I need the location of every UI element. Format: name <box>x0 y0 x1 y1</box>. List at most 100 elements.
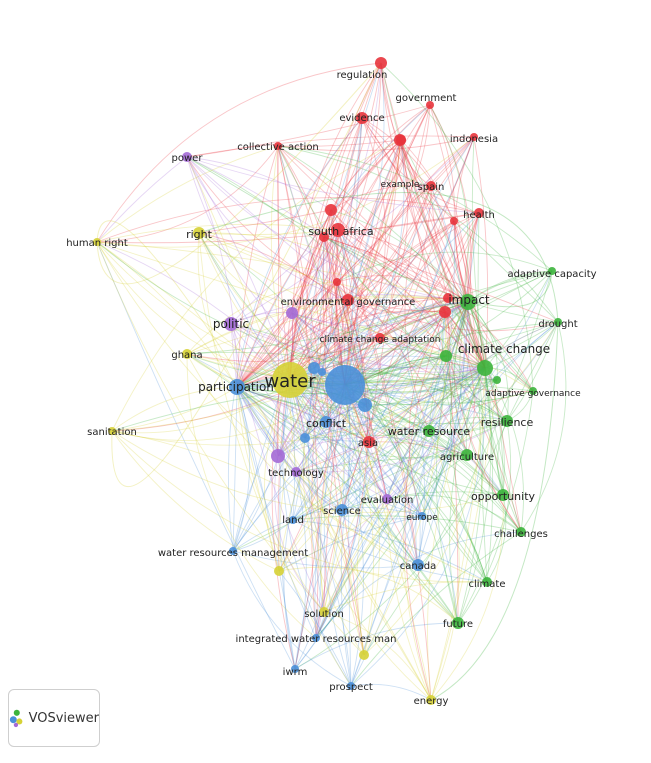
node-unlabeled[interactable] <box>319 232 329 242</box>
node-adaptive-capacity[interactable] <box>548 267 556 275</box>
term-label-right[interactable]: right <box>186 228 213 241</box>
node-future[interactable] <box>452 617 464 629</box>
node-participation[interactable] <box>229 379 245 395</box>
term-label-resilience[interactable]: resilience <box>481 416 534 429</box>
node-evaluation[interactable] <box>382 494 392 504</box>
term-label-technology[interactable]: technology <box>268 468 324 479</box>
node-indonesia[interactable] <box>470 133 478 141</box>
term-label-government[interactable]: government <box>396 93 457 104</box>
node-unlabeled[interactable] <box>286 307 298 319</box>
node-unlabeled[interactable] <box>271 449 285 463</box>
term-label-adaptive-governance[interactable]: adaptive governance <box>485 389 581 399</box>
node-environmental-governance[interactable] <box>342 294 354 306</box>
term-label-land[interactable]: land <box>282 515 304 526</box>
term-label-south-africa[interactable]: south africa <box>308 225 373 238</box>
node-science[interactable] <box>336 504 348 516</box>
term-label-integrated-water-resources-man[interactable]: integrated water resources man <box>236 634 397 645</box>
node-right[interactable] <box>193 227 205 239</box>
node-unlabeled[interactable] <box>274 566 284 576</box>
term-label-ghana[interactable]: ghana <box>171 350 202 361</box>
node-prospect[interactable] <box>347 682 355 690</box>
node-energy[interactable] <box>426 695 436 705</box>
node-regulation[interactable] <box>375 57 387 69</box>
term-label-environmental-governance[interactable]: environmental governance <box>281 297 416 308</box>
node-drought[interactable] <box>554 318 562 326</box>
node-water[interactable] <box>272 362 308 398</box>
node-unlabeled[interactable] <box>333 278 341 286</box>
node-unlabeled[interactable] <box>325 365 365 405</box>
term-label-human-right[interactable]: human right <box>66 238 128 249</box>
node-human-right[interactable] <box>93 238 101 246</box>
term-label-future[interactable]: future <box>443 619 473 630</box>
vosviewer-logo[interactable]: VOSviewer <box>8 689 100 747</box>
term-label-europe[interactable]: europe <box>406 513 438 523</box>
node-solution[interactable] <box>319 607 329 617</box>
node-adaptive-governance[interactable] <box>529 387 537 395</box>
node-unlabeled[interactable] <box>308 362 320 374</box>
node-government[interactable] <box>426 101 434 109</box>
term-label-evidence[interactable]: evidence <box>339 113 384 124</box>
term-label-agriculture[interactable]: agriculture <box>440 452 494 463</box>
node-ghana[interactable] <box>182 349 192 359</box>
node-impact[interactable] <box>460 294 476 310</box>
node-water-resources-management[interactable] <box>229 547 237 555</box>
term-label-evaluation[interactable]: evaluation <box>361 495 414 506</box>
node-unlabeled[interactable] <box>318 368 326 376</box>
node-canada[interactable] <box>412 559 424 571</box>
node-unlabeled[interactable] <box>300 433 310 443</box>
term-label-iwrm[interactable]: iwrm <box>283 667 308 678</box>
node-integrated-water-resources-man[interactable] <box>312 634 320 642</box>
node-technology[interactable] <box>291 467 301 477</box>
node-water-resource[interactable] <box>423 425 435 437</box>
term-label-asia[interactable]: asia <box>358 438 378 449</box>
term-label-opportunity[interactable]: opportunity <box>471 490 536 503</box>
term-label-climate-change-adaptation[interactable]: climate change adaptation <box>320 335 441 345</box>
term-label-power[interactable]: power <box>172 153 204 164</box>
node-power[interactable] <box>182 152 192 162</box>
node-unlabeled[interactable] <box>359 650 369 660</box>
term-label-solution[interactable]: solution <box>304 609 344 620</box>
node-unlabeled[interactable] <box>443 293 453 303</box>
term-label-prospect[interactable]: prospect <box>329 682 373 693</box>
term-label-politic[interactable]: politic <box>213 317 249 331</box>
node-iwrm[interactable] <box>291 665 299 673</box>
term-label-example[interactable]: example <box>381 180 420 190</box>
term-label-drought[interactable]: drought <box>538 319 577 330</box>
node-unlabeled[interactable] <box>358 398 372 412</box>
term-label-spain[interactable]: spain <box>418 182 445 193</box>
node-health[interactable] <box>474 208 484 218</box>
term-label-water[interactable]: water <box>264 371 316 392</box>
node-unlabeled[interactable] <box>450 217 458 225</box>
node-unlabeled[interactable] <box>439 306 451 318</box>
term-label-climate-change[interactable]: climate change <box>458 342 550 356</box>
node-unlabeled[interactable] <box>440 350 452 362</box>
node-unlabeled[interactable] <box>493 376 501 384</box>
term-label-collective-action[interactable]: collective action <box>237 142 319 153</box>
term-label-climate[interactable]: climate <box>469 579 506 590</box>
term-label-indonesia[interactable]: indonesia <box>450 134 498 145</box>
node-politic[interactable] <box>224 317 238 331</box>
term-label-impact[interactable]: impact <box>448 293 490 307</box>
term-label-participation[interactable]: participation <box>198 380 274 394</box>
node-spain[interactable] <box>426 181 436 191</box>
node-collective-action[interactable] <box>274 142 282 150</box>
term-label-energy[interactable]: energy <box>414 696 449 707</box>
term-label-regulation[interactable]: regulation <box>337 70 388 81</box>
term-label-science[interactable]: science <box>323 506 361 517</box>
node-evidence[interactable] <box>356 112 368 124</box>
node-unlabeled[interactable] <box>325 204 337 216</box>
node-resilience[interactable] <box>501 415 513 427</box>
term-label-water-resource[interactable]: water resource <box>388 425 471 438</box>
node-climate-change-adaptation[interactable] <box>375 333 385 343</box>
node-opportunity[interactable] <box>497 489 509 501</box>
node-south-africa[interactable] <box>331 223 345 237</box>
term-label-canada[interactable]: canada <box>400 561 437 572</box>
term-label-water-resources-management[interactable]: water resources management <box>158 548 308 559</box>
term-label-adaptive-capacity[interactable]: adaptive capacity <box>507 269 596 280</box>
node-asia[interactable] <box>363 436 375 448</box>
node-climate[interactable] <box>482 577 492 587</box>
term-label-health[interactable]: health <box>463 210 495 221</box>
node-conflict[interactable] <box>320 416 332 428</box>
node-challenges[interactable] <box>516 527 526 537</box>
term-label-sanitation[interactable]: sanitation <box>87 427 137 438</box>
